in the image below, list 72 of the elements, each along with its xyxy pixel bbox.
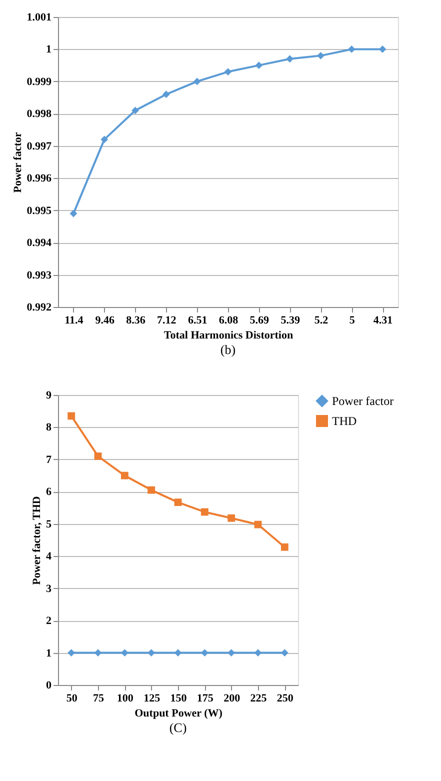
text: (C)	[169, 720, 187, 735]
y-tick-label: 9	[46, 390, 52, 402]
y-tick-label: 0.994	[26, 237, 52, 250]
y-tick-label: 0.999	[26, 76, 52, 88]
point	[120, 649, 128, 656]
y-tick-label: 7	[46, 454, 52, 466]
y-tick-label: 1	[46, 44, 52, 56]
text: (b)	[220, 342, 236, 357]
legend-label: Power factor	[332, 394, 394, 408]
point	[120, 472, 128, 480]
x-tick-label: 125	[144, 692, 161, 704]
point	[68, 412, 76, 420]
point	[174, 498, 182, 506]
y-tick-label: 1	[46, 647, 52, 660]
point	[193, 78, 201, 86]
x-tick-label: 100	[116, 692, 134, 704]
x-tick-label: 175	[196, 692, 214, 704]
point	[348, 46, 356, 53]
point	[200, 508, 208, 516]
x-tick-label: 50	[66, 692, 78, 704]
x-tick-label: 75	[93, 692, 104, 704]
x-axis-title: Output Power (W)	[134, 708, 223, 720]
x-tick-label: 7.12	[157, 314, 177, 326]
point	[70, 210, 78, 218]
point	[94, 452, 102, 460]
point	[255, 62, 263, 70]
x-tick-label: 5	[349, 314, 356, 326]
x-axis-title: Total Harmonics Distortion	[164, 330, 294, 342]
y-tick-label: 4	[46, 550, 52, 563]
point	[286, 55, 294, 63]
x-tick-label: 6.51	[188, 314, 208, 326]
x-tick-label: 150	[170, 692, 188, 704]
x-tick-label: 8.36	[126, 314, 146, 326]
y-tick-label: 8	[46, 422, 52, 434]
x-tick-label: 250	[276, 692, 294, 704]
point	[228, 649, 236, 656]
x-tick-label: 225	[250, 692, 268, 704]
x-tick-label: 5.39	[280, 314, 300, 326]
y-tick-label: 5	[46, 518, 52, 530]
y-tick-label: 1.001	[26, 12, 52, 24]
y-tick-label: 0.993	[26, 269, 52, 282]
point	[378, 46, 386, 53]
point	[280, 543, 288, 551]
legend-label: THD	[332, 414, 357, 428]
point	[148, 486, 156, 494]
point	[68, 649, 76, 656]
y-tick-label: 0.992	[26, 302, 52, 314]
point	[280, 649, 288, 656]
point	[228, 514, 236, 522]
y-tick-label: 2	[46, 615, 52, 628]
y-tick-label: 0.997	[26, 140, 52, 152]
x-tick-label: 5.2	[314, 314, 329, 326]
x-tick-label: 200	[224, 692, 241, 704]
y-tick-label: 0	[46, 680, 52, 692]
point	[148, 649, 156, 656]
y-tick-label: 0.995	[26, 204, 52, 217]
x-tick-label: 11.4	[64, 314, 84, 326]
point	[317, 52, 324, 60]
y-tick-label: 3	[46, 582, 52, 595]
point	[200, 649, 208, 656]
point	[100, 136, 108, 144]
x-tick-label: 4.31	[373, 314, 393, 326]
y-axis-title: Power factor	[12, 132, 24, 193]
x-tick-label: 5.69	[250, 314, 270, 326]
x-tick-label: 9.46	[95, 314, 115, 326]
x-tick-label: 6.08	[218, 314, 239, 326]
point	[162, 90, 170, 98]
y-axis-title: Power factor, THD	[31, 496, 43, 585]
y-tick-label: 0.996	[26, 172, 52, 185]
point	[132, 106, 139, 114]
y-tick-label: 0.998	[26, 108, 52, 120]
y-tick-label: 6	[46, 486, 52, 498]
